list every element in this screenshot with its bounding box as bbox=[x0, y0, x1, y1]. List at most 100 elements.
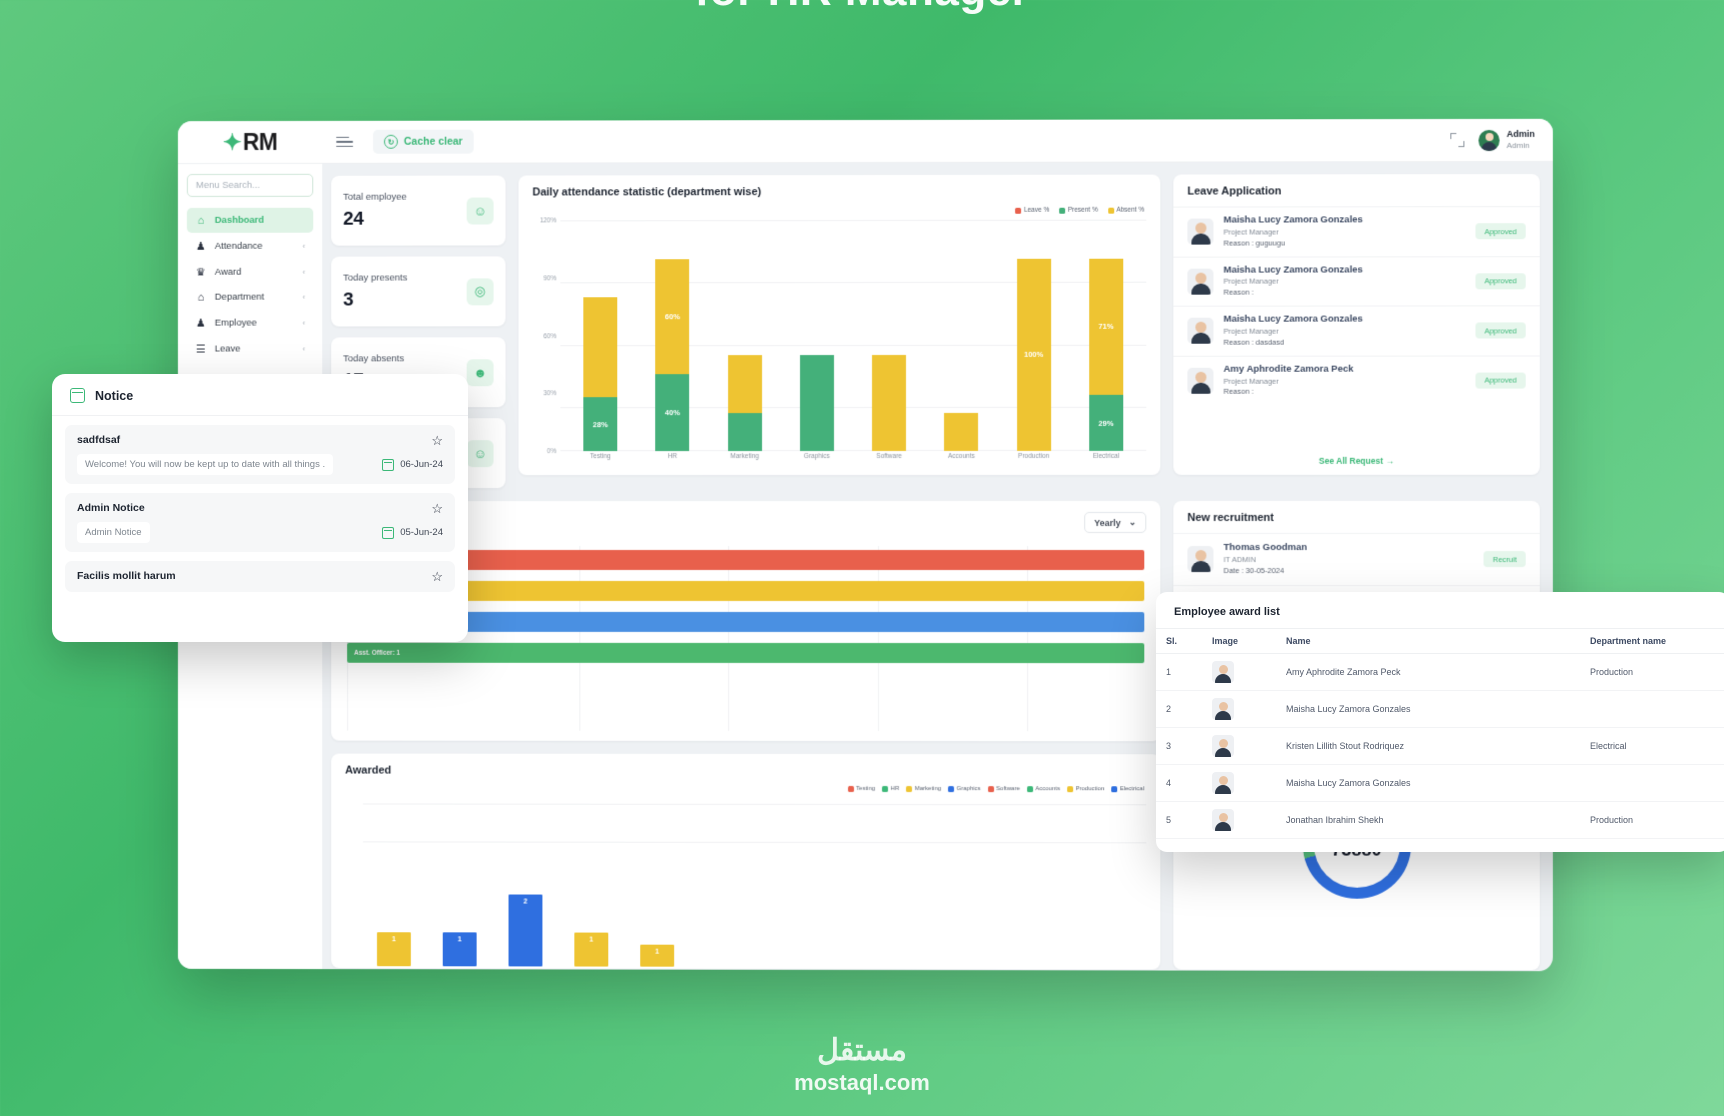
sidebar-item-department[interactable]: ⌂ Department ‹ bbox=[187, 285, 313, 310]
status-badge[interactable]: Approved bbox=[1475, 372, 1526, 389]
col-name: Name bbox=[1276, 628, 1580, 654]
chevron-icon: ‹ bbox=[302, 292, 306, 302]
x-tick: Graphics bbox=[803, 453, 830, 461]
bar-graphics-2[interactable]: 2 bbox=[508, 894, 543, 967]
cache-clear-button[interactable]: ↻ Cache clear bbox=[372, 129, 474, 154]
user-menu[interactable]: Admin Admin bbox=[1478, 129, 1535, 151]
legend-label: Electrical bbox=[1119, 786, 1145, 793]
bar-graphics[interactable] bbox=[799, 220, 834, 452]
employee-name: Maisha Lucy Zamora Gonzales bbox=[1223, 263, 1363, 276]
avatar bbox=[1212, 661, 1234, 683]
recruit-button[interactable]: Recruit bbox=[1483, 551, 1526, 568]
employee-name: Maisha Lucy Zamora Gonzales bbox=[1223, 214, 1363, 226]
star-icon[interactable]: ☆ bbox=[431, 433, 443, 448]
notice-header: Notice bbox=[52, 374, 468, 416]
people-icon: ♟ bbox=[195, 317, 206, 330]
leave-application-panel: Leave Application Maisha Lucy Zamora Gon… bbox=[1173, 173, 1540, 488]
chevron-icon: ‹ bbox=[302, 267, 306, 277]
x-tick: Software bbox=[876, 452, 902, 460]
watermark: مستقل mostaql.com bbox=[0, 1033, 1724, 1096]
bar-electrical[interactable]: 71% 29% bbox=[1089, 220, 1124, 451]
table-row[interactable]: 3 Kristen Lillith Stout Rodriquez Electr… bbox=[1156, 727, 1724, 765]
table-row[interactable]: 4 Maisha Lucy Zamora Gonzales bbox=[1156, 764, 1724, 802]
bar-software[interactable] bbox=[872, 220, 907, 451]
table-row[interactable]: 2 Maisha Lucy Zamora Gonzales bbox=[1156, 690, 1724, 728]
leave-reason: Reason : guguugu bbox=[1223, 238, 1286, 248]
user-role: Admin bbox=[1506, 140, 1530, 150]
legend-item-software: Software bbox=[987, 786, 1020, 792]
sidebar-item-label: Leave bbox=[214, 343, 241, 355]
list-item[interactable]: Maisha Lucy Zamora Gonzales Project Mana… bbox=[1173, 255, 1540, 306]
notice-item-text: Admin Notice bbox=[77, 522, 150, 543]
legend-label: Present % bbox=[1067, 206, 1098, 214]
sidebar-item-label: Award bbox=[214, 266, 242, 278]
people-icon: ☺ bbox=[466, 197, 494, 225]
menu-toggle-icon[interactable] bbox=[336, 136, 354, 148]
attendance-chart-panel: Daily attendance statistic (department w… bbox=[518, 174, 1161, 489]
list-item[interactable]: Amy Aphrodite Zamora Peck Project Manage… bbox=[1173, 355, 1540, 406]
list-item[interactable]: Thomas Goodman IT ADMIN Date : 30-05-202… bbox=[1173, 532, 1540, 585]
y-tick: 90% bbox=[543, 274, 557, 282]
bar-testing[interactable]: 28% bbox=[583, 220, 618, 452]
table-row[interactable]: 1 Amy Aphrodite Zamora Peck Production bbox=[1156, 653, 1724, 691]
fullscreen-icon[interactable] bbox=[1450, 133, 1464, 147]
bar-accounts[interactable] bbox=[944, 220, 979, 451]
table-row[interactable]: 5 Jonathan Ibrahim Shekh Production bbox=[1156, 801, 1724, 839]
notice-item-date: 05-Jun-24 bbox=[400, 527, 443, 538]
cell-image bbox=[1202, 801, 1276, 839]
x-axis: Testing HR Marketing Graphics Software A… bbox=[564, 453, 1142, 469]
notice-item[interactable]: Facilis mollit harum ☆ bbox=[65, 561, 455, 592]
page-title: for HR Manager bbox=[0, 0, 1724, 16]
see-all-request-link[interactable]: See All Request → bbox=[1318, 455, 1394, 466]
bar-marketing-1[interactable]: 1 bbox=[376, 932, 411, 967]
logo-mark-icon: ✦ bbox=[222, 128, 242, 155]
sidebar-item-employee[interactable]: ♟ Employee ‹ bbox=[187, 310, 313, 336]
cell-image bbox=[1202, 764, 1276, 802]
bar-production-1[interactable]: 1 bbox=[640, 944, 675, 967]
employee-role: Project Manager bbox=[1223, 376, 1279, 386]
stat-card-today-presents: Today presents 3 ◎ bbox=[331, 256, 506, 327]
sidebar-item-dashboard[interactable]: ⌂ Dashboard bbox=[186, 207, 314, 233]
avatar bbox=[1187, 218, 1214, 245]
brand-logo[interactable]: ✦ RM bbox=[178, 128, 322, 155]
bar-asst-officer[interactable]: Asst. Officer: 1 bbox=[347, 642, 1145, 664]
bar-hr[interactable]: 60% 40% bbox=[655, 220, 690, 452]
sidebar-item-award[interactable]: ♛ Award ‹ bbox=[187, 259, 313, 285]
star-icon[interactable]: ☆ bbox=[431, 569, 443, 584]
avatar bbox=[1187, 367, 1214, 394]
new-recruitment-title: New recruitment bbox=[1187, 511, 1274, 524]
period-select[interactable]: Yearly ⌄ bbox=[1084, 511, 1147, 533]
bar-marketing-2[interactable]: 1 bbox=[574, 932, 609, 967]
sidebar-item-label: Employee bbox=[214, 317, 257, 329]
notice-item[interactable]: sadfdsaf ☆ Welcome! You will now be kept… bbox=[65, 425, 455, 484]
refresh-icon: ↻ bbox=[383, 134, 398, 149]
y-tick: 0% bbox=[547, 447, 557, 455]
list-item[interactable]: Maisha Lucy Zamora Gonzales Project Mana… bbox=[1173, 206, 1540, 257]
x-tick: Electrical bbox=[1092, 452, 1120, 460]
cell-name: Maisha Lucy Zamora Gonzales bbox=[1276, 764, 1580, 802]
topbar-right: Admin Admin bbox=[1450, 129, 1553, 151]
cell-department bbox=[1580, 764, 1724, 802]
notice-item-date-wrap: 05-Jun-24 bbox=[382, 526, 443, 539]
bar-marketing[interactable] bbox=[727, 220, 762, 452]
legend-item-testing: Testing bbox=[847, 785, 875, 792]
bar-production[interactable]: 100% bbox=[1016, 220, 1051, 451]
status-badge[interactable]: Approved bbox=[1475, 322, 1526, 339]
employee-name: Amy Aphrodite Zamora Peck bbox=[1223, 363, 1354, 375]
list-item[interactable]: Maisha Lucy Zamora Gonzales Project Mana… bbox=[1173, 305, 1540, 356]
leave-application-list: Maisha Lucy Zamora Gonzales Project Mana… bbox=[1173, 206, 1540, 447]
star-icon[interactable]: ☆ bbox=[431, 501, 443, 516]
sidebar-item-attendance[interactable]: ♟ Attendance ‹ bbox=[187, 233, 313, 259]
col-image: Image bbox=[1202, 628, 1276, 654]
employee-name: Maisha Lucy Zamora Gonzales bbox=[1223, 313, 1363, 325]
x-tick: Testing bbox=[590, 453, 611, 461]
sidebar-item-leave[interactable]: ☰ Leave ‹ bbox=[187, 335, 313, 361]
stat-label: Today presents bbox=[343, 272, 408, 284]
logo-text: RM bbox=[242, 128, 278, 155]
legend-label: Production bbox=[1075, 786, 1105, 793]
status-badge[interactable]: Approved bbox=[1475, 273, 1526, 290]
notice-item[interactable]: Admin Notice ☆ Admin Notice 05-Jun-24 bbox=[65, 493, 455, 552]
status-badge[interactable]: Approved bbox=[1475, 223, 1526, 240]
search-input[interactable] bbox=[186, 173, 314, 197]
bar-graphics-1[interactable]: 1 bbox=[442, 932, 477, 967]
